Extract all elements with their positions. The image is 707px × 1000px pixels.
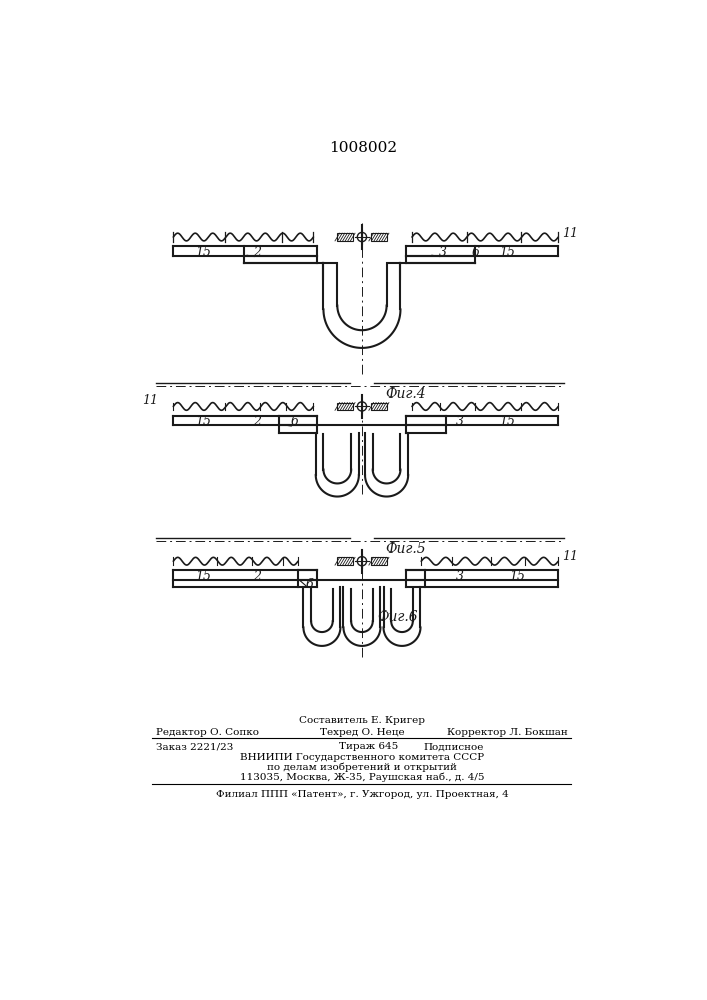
Text: 2: 2 — [253, 246, 261, 259]
Text: 15: 15 — [510, 570, 525, 583]
Text: Фиг.6: Фиг.6 — [378, 610, 418, 624]
Text: 3: 3 — [456, 570, 464, 583]
Text: 1008002: 1008002 — [329, 141, 397, 155]
Text: 113035, Москва, Ж-35, Раушская наб., д. 4/5: 113035, Москва, Ж-35, Раушская наб., д. … — [240, 773, 484, 782]
Text: ВНИИПИ Государственного комитета СССР: ВНИИПИ Государственного комитета СССР — [240, 753, 484, 762]
Bar — [337, 233, 353, 241]
Text: Составитель Е. Кригер: Составитель Е. Кригер — [299, 716, 425, 725]
Text: Корректор Л. Бокшан: Корректор Л. Бокшан — [447, 728, 568, 737]
Text: Тираж 645: Тираж 645 — [339, 742, 398, 751]
Bar — [337, 557, 353, 565]
Text: 15: 15 — [195, 415, 211, 428]
Text: 3: 3 — [439, 246, 447, 259]
Text: Подписное: Подписное — [423, 742, 484, 751]
Bar — [337, 403, 353, 410]
Text: 3: 3 — [456, 415, 464, 428]
Text: 11: 11 — [562, 227, 578, 240]
Text: 15: 15 — [195, 246, 211, 259]
Text: 15: 15 — [195, 570, 211, 583]
Text: 15: 15 — [499, 246, 515, 259]
Text: Редактор О. Сопко: Редактор О. Сопко — [156, 728, 259, 737]
Text: 6: 6 — [290, 415, 298, 428]
Text: Фиг.5: Фиг.5 — [385, 542, 426, 556]
Text: Техред О. Неце: Техред О. Неце — [320, 728, 404, 737]
Bar — [371, 557, 387, 565]
Text: 6: 6 — [471, 246, 479, 259]
Text: 2: 2 — [253, 415, 261, 428]
Text: Фиг.4: Фиг.4 — [385, 387, 426, 401]
Text: 11: 11 — [142, 394, 158, 407]
Text: по делам изобретений и открытий: по делам изобретений и открытий — [267, 763, 457, 772]
Text: 2: 2 — [253, 570, 261, 583]
Text: Заказ 2221/23: Заказ 2221/23 — [156, 742, 233, 751]
Text: 11: 11 — [562, 550, 578, 563]
Text: 6: 6 — [305, 578, 314, 591]
Bar — [371, 233, 387, 241]
Text: 15: 15 — [499, 415, 515, 428]
Text: Филиал ППП «Патент», г. Ужгород, ул. Проектная, 4: Филиал ППП «Патент», г. Ужгород, ул. Про… — [216, 790, 508, 799]
Bar — [371, 403, 387, 410]
